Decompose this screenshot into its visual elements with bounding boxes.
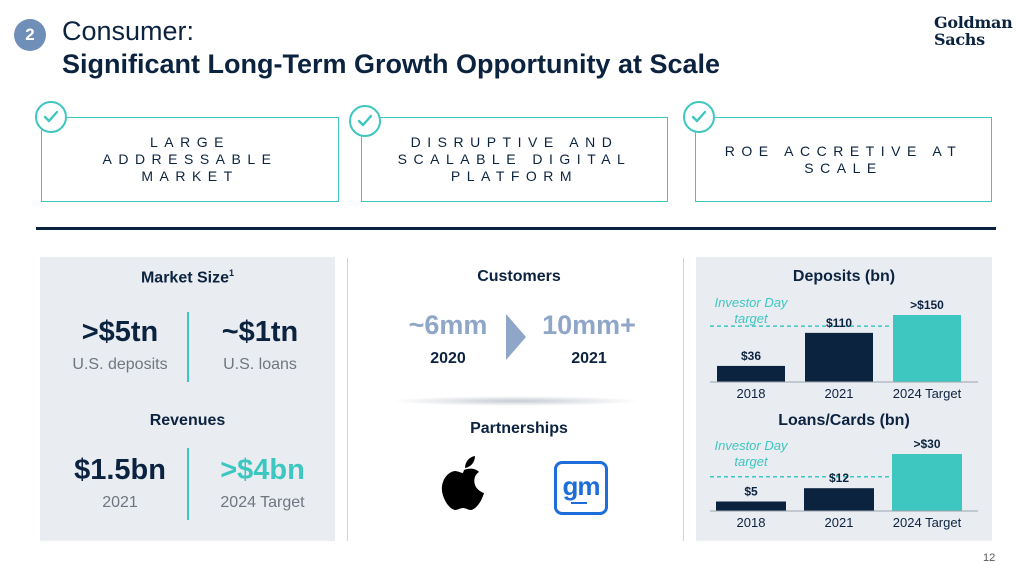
check-icon	[683, 101, 715, 133]
footnote-marker: 1	[229, 268, 235, 278]
pillar-label: ROE ACCRETIVE AT SCALE	[724, 142, 963, 176]
revenue-target-value: >$4bn	[220, 454, 305, 486]
pillar-label: DISRUPTIVE AND SCALABLE DIGITAL PLATFORM	[397, 134, 632, 184]
section-number-badge: 2	[14, 19, 46, 51]
revenue-target-label: 2024 Target	[220, 494, 305, 511]
revenue-2021-value: $1.5bn	[74, 454, 166, 486]
loans-annotation: Investor Day target	[714, 438, 788, 469]
bar-value-label: $5	[744, 485, 758, 499]
customers-2021-value: 10mm+	[542, 310, 636, 340]
gm-logo-underline	[571, 502, 587, 504]
revenues-title: Revenues	[149, 412, 226, 429]
customers-2021-year: 2021	[571, 350, 607, 367]
bar-2018	[716, 501, 786, 511]
customers-2020-value: ~6mm	[408, 310, 488, 340]
deposits-chart-title: Deposits (bn)	[792, 268, 896, 285]
bar-value-label: >$150	[910, 298, 944, 312]
bar-2021	[804, 488, 874, 511]
bar-value-label: $110	[826, 316, 852, 330]
partnerships-title: Partnerships	[470, 420, 568, 437]
gm-logo-text: gm	[562, 470, 601, 501]
bar-value-label: >$30	[913, 437, 940, 451]
section-divider	[36, 227, 996, 230]
pillar-box-platform: DISRUPTIVE AND SCALABLE DIGITAL PLATFORM	[361, 117, 668, 202]
gm-logo-icon: gm	[554, 461, 608, 515]
bar-2024-target	[893, 315, 961, 382]
bar-value-label: $36	[741, 349, 761, 363]
customers-title: Customers	[477, 268, 561, 285]
bar-2021	[805, 332, 873, 382]
page-title: Significant Long-Term Growth Opportunity…	[62, 49, 721, 79]
loans-chart-title: Loans/Cards (bn)	[778, 412, 910, 429]
revenue-2021-label: 2021	[102, 494, 138, 511]
market-size-title: Market Size1	[40, 268, 335, 287]
page-title-section: Consumer:	[62, 16, 195, 46]
bar-2018	[717, 365, 785, 382]
logo-line-1: Goldman	[934, 13, 1013, 32]
goldman-sachs-logo: Goldman Sachs	[934, 14, 1014, 48]
panel-separator	[347, 258, 348, 541]
loans-chart: $5 2018 $12 2021 >$30 2024 Target	[710, 437, 978, 530]
x-tick-label: 2018	[737, 386, 766, 401]
page-number: 12	[983, 552, 996, 564]
market-size-title-text: Market Size	[140, 269, 230, 287]
x-tick-label: 2018	[737, 515, 766, 530]
check-icon	[349, 105, 381, 137]
vertical-separator	[187, 312, 189, 382]
pillar-box-market: LARGE ADDRESSABLE MARKET	[41, 117, 339, 202]
market-deposits-value: >$5tn	[81, 316, 159, 348]
bar-value-label: $12	[829, 471, 849, 485]
deposits-annotation: Investor Day target	[714, 295, 788, 326]
panel-separator	[683, 258, 684, 541]
market-loans-value: ~$1tn	[221, 316, 299, 348]
x-tick-label: 2024 Target	[893, 386, 962, 401]
pillar-label: LARGE ADDRESSABLE MARKET	[102, 134, 278, 184]
arrow-right-icon	[506, 314, 526, 360]
deposits-chart: $36 2018 $110 2021 >$150 2024 Target	[710, 298, 978, 401]
check-icon	[35, 101, 67, 133]
x-tick-label: 2021	[825, 386, 854, 401]
apple-logo-icon	[441, 456, 484, 510]
x-tick-label: 2024 Target	[893, 515, 962, 530]
logo-line-2: Sachs	[934, 30, 985, 49]
shadow-divider	[390, 396, 642, 406]
pillar-box-roe: ROE ACCRETIVE AT SCALE	[695, 117, 992, 202]
customers-2020-year: 2020	[430, 350, 466, 367]
vertical-separator	[187, 448, 189, 520]
market-deposits-label: U.S. deposits	[72, 356, 168, 373]
bar-2024-target	[892, 454, 962, 511]
market-loans-label: U.S. loans	[223, 356, 297, 373]
x-tick-label: 2021	[825, 515, 854, 530]
